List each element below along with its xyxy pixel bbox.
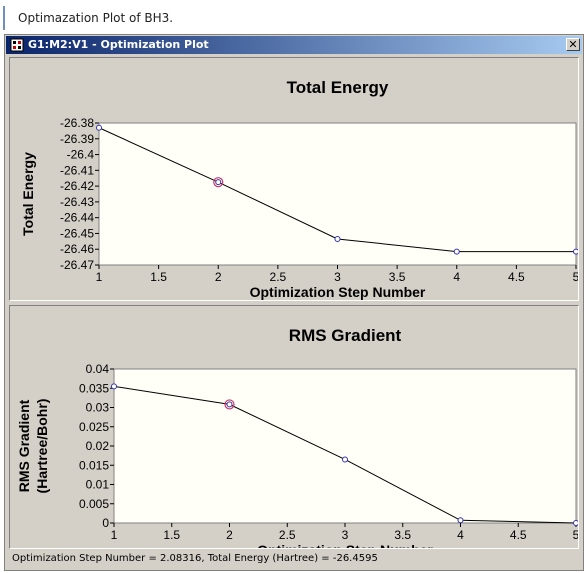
y-tick-label: -26.47 bbox=[60, 258, 94, 272]
close-icon: ✕ bbox=[568, 38, 578, 51]
data-point[interactable] bbox=[334, 235, 341, 242]
y-tick-label: 0.02 bbox=[86, 439, 110, 453]
rms-gradient-panel: RMS Gradient 0 0.005 0.01 0.015 0.02 0.025 0.03… bbox=[9, 305, 579, 549]
y-tick-label: -26.41 bbox=[60, 163, 94, 177]
plot-area bbox=[113, 368, 577, 524]
x-tick-label: 2.5 bbox=[270, 270, 287, 284]
x-tick-label: 2.5 bbox=[279, 528, 296, 542]
y-tick-label: 0.04 bbox=[86, 362, 110, 376]
selected-point-marker bbox=[224, 399, 235, 410]
window-app-icon bbox=[10, 38, 24, 52]
data-point[interactable] bbox=[111, 383, 117, 390]
total-energy-chart[interactable]: Total Energy -26.38 -26.39 -26.4-26.41 -26.4… bbox=[10, 58, 578, 300]
y-tick-label: -26.43 bbox=[60, 195, 94, 209]
x-tick-label: 4.5 bbox=[508, 270, 525, 284]
data-point[interactable] bbox=[342, 456, 348, 463]
caption-text: Optimazation Plot of BH3. bbox=[18, 11, 174, 25]
y-tick-label: -26.4 bbox=[67, 148, 95, 162]
y-tick-label: 0.005 bbox=[79, 497, 109, 511]
x-tick-label: 2 bbox=[226, 528, 233, 542]
y-axis-label: RMS Gradient bbox=[16, 399, 32, 492]
x-tick-label: 3.5 bbox=[394, 528, 411, 542]
status-text: Optimization Step Number = 2.08316, Tota… bbox=[12, 553, 378, 564]
x-tick-label: 1 bbox=[96, 270, 103, 284]
x-tick-label: 4.5 bbox=[510, 528, 527, 542]
selected-point-marker bbox=[213, 177, 224, 188]
y-tick-label: -26.44 bbox=[60, 211, 94, 225]
data-point[interactable] bbox=[573, 520, 579, 526]
y-tick-label: 0.015 bbox=[79, 458, 109, 472]
x-tick-label: 4 bbox=[453, 270, 460, 284]
y-axis-label: (Hartree/Bohr) bbox=[34, 399, 50, 494]
close-button[interactable]: ✕ bbox=[566, 38, 580, 51]
x-tick-label: 1.5 bbox=[163, 528, 180, 542]
y-tick-label: -26.46 bbox=[60, 242, 94, 256]
window-titlebar[interactable]: G1:M2:V1 - Optimization Plot ✕ bbox=[6, 36, 582, 54]
x-axis-label: Optimization Step Number bbox=[257, 542, 433, 548]
x-axis-label: Optimization Step Number bbox=[250, 284, 426, 300]
data-point[interactable] bbox=[96, 124, 102, 131]
plot-area bbox=[98, 122, 577, 266]
x-tick-label: 2 bbox=[215, 270, 222, 284]
y-tick-label: 0.01 bbox=[86, 478, 110, 492]
window-title: G1:M2:V1 - Optimization Plot bbox=[28, 38, 209, 51]
x-tick-label: 1 bbox=[111, 528, 118, 542]
x-tick-label: 3 bbox=[342, 528, 349, 542]
chart-title: Total Energy bbox=[287, 78, 389, 97]
chart-title: RMS Gradient bbox=[289, 326, 402, 345]
x-tick-label: 5 bbox=[573, 270, 578, 284]
caption-accent-bar bbox=[3, 6, 5, 30]
x-tick-label: 5 bbox=[573, 528, 578, 542]
total-energy-panel: Total Energy -26.38 -26.39 -26.4 -26.41 -26.4… bbox=[9, 57, 579, 301]
status-bar: Optimization Step Number = 2.08316, Tota… bbox=[9, 550, 579, 568]
x-tick-label: 3.5 bbox=[389, 270, 406, 284]
x-tick-label: 1.5 bbox=[150, 270, 167, 284]
y-tick-label: 0.035 bbox=[79, 381, 109, 395]
y-tick-label: -26.42 bbox=[60, 179, 94, 193]
x-tick-label: 4 bbox=[457, 528, 464, 542]
data-point[interactable] bbox=[226, 401, 233, 408]
y-tick-label: -26.45 bbox=[60, 226, 94, 240]
y-tick-label: 0 bbox=[102, 516, 109, 530]
y-tick-label: -26.38 bbox=[60, 116, 94, 130]
y-tick-label: 0.025 bbox=[79, 420, 109, 434]
y-tick-label: 0.03 bbox=[86, 401, 110, 415]
data-point[interactable] bbox=[457, 517, 464, 524]
plot-window: G1:M2:V1 - Optimization Plot ✕ Total Ene… bbox=[4, 34, 584, 571]
y-tick-label: -26.39 bbox=[60, 132, 94, 146]
y-axis-label: Total Energy bbox=[20, 152, 36, 236]
data-point[interactable] bbox=[453, 248, 460, 255]
rms-gradient-chart[interactable]: RMS Gradient 0 0.005 0.01 0.015 0.02 0.025 0.03… bbox=[10, 306, 578, 548]
x-tick-label: 3 bbox=[334, 270, 341, 284]
data-point[interactable] bbox=[215, 179, 222, 186]
data-point[interactable] bbox=[573, 248, 579, 255]
caption-area: Optimazation Plot of BH3. bbox=[0, 0, 588, 34]
